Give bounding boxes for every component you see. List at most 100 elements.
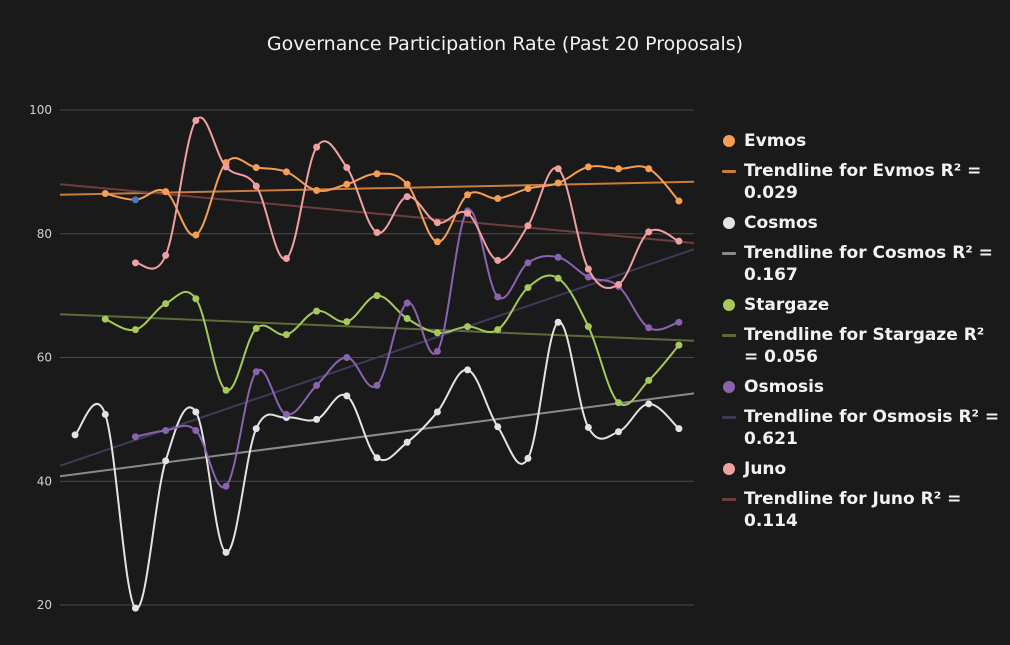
data-point-cosmos[interactable]: [524, 454, 532, 462]
data-point-stargaze[interactable]: [313, 307, 321, 315]
data-point-osmosis[interactable]: [403, 299, 411, 307]
data-point-evmos[interactable]: [615, 165, 623, 173]
data-point-juno[interactable]: [645, 228, 653, 236]
data-point-cosmos[interactable]: [343, 392, 351, 400]
data-point-juno[interactable]: [403, 193, 411, 201]
data-point-osmosis[interactable]: [584, 273, 592, 281]
data-point-juno[interactable]: [524, 222, 532, 230]
data-point-juno[interactable]: [675, 237, 683, 245]
data-point-cosmos[interactable]: [222, 548, 230, 556]
data-point-cosmos[interactable]: [494, 423, 502, 431]
data-point-stargaze[interactable]: [252, 324, 260, 332]
data-point-evmos[interactable]: [675, 197, 683, 205]
data-point-cosmos[interactable]: [584, 423, 592, 431]
data-point-osmosis[interactable]: [131, 433, 139, 441]
legend-item-cosmos[interactable]: Cosmos: [722, 212, 1002, 234]
data-point-stargaze[interactable]: [192, 295, 200, 303]
data-point-osmosis[interactable]: [524, 259, 532, 267]
data-point-evmos[interactable]: [373, 170, 381, 178]
data-point-juno[interactable]: [464, 209, 472, 217]
data-point-evmos[interactable]: [192, 231, 200, 239]
data-point-osmosis[interactable]: [313, 381, 321, 389]
data-point-juno[interactable]: [282, 255, 290, 262]
data-point-cosmos[interactable]: [162, 457, 170, 465]
data-point-evmos[interactable]: [494, 194, 502, 202]
data-point-juno[interactable]: [615, 280, 623, 288]
data-point-evmos[interactable]: [554, 179, 562, 187]
legend-item-stargaze[interactable]: Stargaze: [722, 294, 1002, 316]
data-point-cosmos[interactable]: [403, 438, 411, 446]
data-point-evmos[interactable]: [584, 163, 592, 171]
data-point-stargaze[interactable]: [645, 376, 653, 384]
legend-item-trendline-stargaze[interactable]: Trendline for Stargaze R² = 0.056: [722, 324, 1002, 368]
data-point-stargaze[interactable]: [343, 318, 351, 326]
data-point-stargaze[interactable]: [494, 326, 502, 334]
data-point-cosmos[interactable]: [433, 408, 441, 416]
data-point-evmos[interactable]: [282, 168, 290, 176]
legend-item-juno[interactable]: Juno: [722, 458, 1002, 480]
data-point-stargaze[interactable]: [282, 331, 290, 339]
data-point-cosmos[interactable]: [464, 366, 472, 374]
data-point-juno[interactable]: [433, 219, 441, 227]
legend-item-osmosis[interactable]: Osmosis: [722, 376, 1002, 398]
data-point-cosmos[interactable]: [252, 425, 260, 433]
data-point-cosmos[interactable]: [645, 400, 653, 408]
data-point-cosmos[interactable]: [71, 431, 79, 439]
data-point-cosmos[interactable]: [675, 425, 683, 433]
data-point-evmos[interactable]: [162, 188, 170, 196]
data-point-stargaze[interactable]: [524, 284, 532, 292]
data-point-osmosis[interactable]: [554, 253, 562, 261]
data-point-cosmos[interactable]: [373, 454, 381, 462]
data-point-evmos[interactable]: [343, 180, 351, 188]
data-point-evmos[interactable]: [252, 164, 260, 172]
data-point-juno[interactable]: [343, 164, 351, 172]
data-point-stargaze[interactable]: [101, 315, 109, 323]
data-point-juno[interactable]: [584, 265, 592, 273]
data-point-stargaze[interactable]: [554, 274, 562, 282]
legend-item-trendline-osmosis[interactable]: Trendline for Osmosis R² = 0.621: [722, 406, 1002, 450]
data-point-cosmos[interactable]: [131, 604, 139, 612]
data-point-juno[interactable]: [131, 259, 139, 267]
data-point-juno[interactable]: [162, 251, 170, 259]
data-point-osmosis[interactable]: [433, 347, 441, 355]
data-point-stargaze[interactable]: [373, 292, 381, 300]
data-point-cosmos[interactable]: [554, 318, 562, 326]
data-point-osmosis[interactable]: [645, 324, 653, 332]
data-point-osmosis[interactable]: [373, 381, 381, 389]
data-point-stargaze[interactable]: [403, 315, 411, 323]
data-point-osmosis[interactable]: [343, 354, 351, 361]
data-point-stargaze[interactable]: [131, 326, 139, 334]
data-point-evmos[interactable]: [524, 185, 532, 193]
data-point-stargaze[interactable]: [464, 323, 472, 331]
data-point-juno[interactable]: [313, 143, 321, 151]
legend-item-trendline-cosmos[interactable]: Trendline for Cosmos R² = 0.167: [722, 242, 1002, 286]
data-point-osmosis[interactable]: [162, 427, 170, 435]
data-point-juno[interactable]: [494, 256, 502, 264]
data-point-osmosis[interactable]: [282, 410, 290, 418]
data-point-juno[interactable]: [252, 182, 260, 190]
data-point-evmos[interactable]: [313, 186, 321, 194]
data-point-juno[interactable]: [373, 229, 381, 237]
data-point-stargaze[interactable]: [433, 329, 441, 337]
data-point-cosmos[interactable]: [101, 410, 109, 418]
data-point-osmosis[interactable]: [222, 482, 230, 490]
data-point-stargaze[interactable]: [222, 386, 230, 394]
data-point-juno[interactable]: [222, 163, 230, 171]
legend-item-trendline-evmos[interactable]: Trendline for Evmos R² = 0.029: [722, 160, 1002, 204]
data-point-cosmos[interactable]: [192, 408, 200, 416]
data-point-cosmos[interactable]: [615, 428, 623, 436]
data-point-stargaze[interactable]: [584, 323, 592, 331]
data-point-evmos[interactable]: [464, 191, 472, 199]
data-point-evmos[interactable]: [645, 165, 653, 173]
data-point-osmosis[interactable]: [252, 368, 260, 376]
data-point-juno[interactable]: [554, 165, 562, 173]
data-point-osmosis[interactable]: [675, 318, 683, 326]
data-point-stargaze[interactable]: [162, 300, 170, 308]
data-point-evmos[interactable]: [101, 190, 109, 198]
data-point-stargaze[interactable]: [615, 399, 623, 407]
data-point-osmosis[interactable]: [494, 293, 502, 301]
data-point-evmos[interactable]: [433, 238, 441, 246]
data-point-cosmos[interactable]: [313, 415, 321, 423]
data-point-stargaze[interactable]: [675, 341, 683, 349]
data-point-juno[interactable]: [192, 117, 200, 125]
